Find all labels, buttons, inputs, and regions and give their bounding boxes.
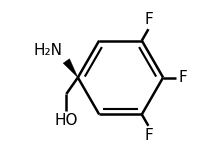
Polygon shape <box>63 59 78 78</box>
Text: F: F <box>178 70 187 85</box>
Text: HO: HO <box>55 113 78 128</box>
Text: F: F <box>144 128 153 143</box>
Text: H₂N: H₂N <box>33 43 62 58</box>
Text: F: F <box>144 12 153 27</box>
